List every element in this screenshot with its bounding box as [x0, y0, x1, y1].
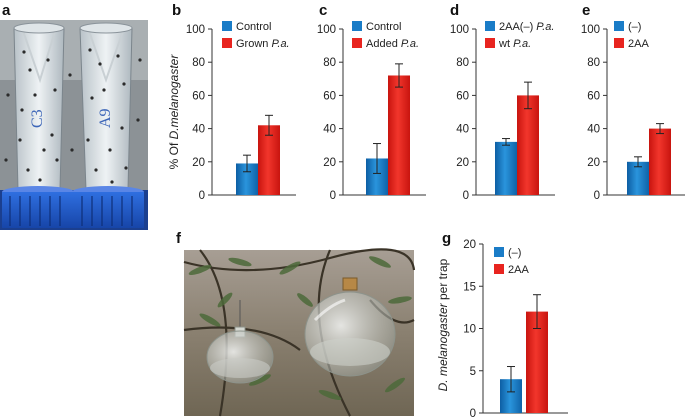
panel-label-b: b — [172, 2, 181, 19]
y-tick-label-c-0: 0 — [330, 190, 336, 202]
chart-d: 0 20 40 60 80 100 2AA(–) P.a. wt P.a. — [450, 21, 555, 202]
legend-label-d-0: 2AA(–) P.a. — [499, 21, 554, 33]
y-tick-label-c-5: 100 — [317, 24, 336, 36]
y-tick-label-g-0: 0 — [470, 408, 476, 419]
y-tick-label-c-1: 20 — [323, 157, 336, 169]
y-tick-label-e-5: 100 — [581, 24, 600, 36]
svg-text:A9: A9 — [97, 108, 114, 128]
bar-c-1 — [388, 75, 410, 195]
legend-swatch-g-1 — [494, 264, 504, 274]
legend-swatch-b-0 — [222, 21, 232, 31]
panel-label-e: e — [582, 2, 590, 19]
legend-label-e-0: (–) — [628, 21, 641, 33]
flies — [4, 48, 142, 184]
y-tick-label-d-2: 40 — [456, 124, 469, 136]
y-tick-label-e-1: 20 — [587, 157, 600, 169]
chart-c: 0 20 40 60 80 100 Control Added P.a. — [317, 21, 426, 202]
legend-swatch-g-0 — [494, 247, 504, 257]
bar-d-0 — [495, 141, 517, 195]
y-axis-title-b: % Of D.melanogaster — [167, 54, 181, 170]
panel-label-c: c — [319, 2, 327, 19]
legend-swatch-d-1 — [485, 38, 495, 48]
legend-label-d-1: wt P.a. — [498, 38, 531, 50]
bar-g-1 — [526, 311, 548, 413]
y-tick-label-e-0: 0 — [594, 190, 600, 202]
legend-label-c-1: Added P.a. — [366, 38, 419, 50]
legend-swatch-e-0 — [614, 21, 624, 31]
svg-text:C3: C3 — [29, 109, 46, 128]
legend-swatch-c-1 — [352, 38, 362, 48]
legend-label-c-0: Control — [366, 21, 401, 33]
panel-label-d: d — [450, 2, 459, 19]
legend-label-e-1: 2AA — [628, 38, 649, 50]
y-tick-label-e-4: 80 — [587, 57, 600, 69]
legend-swatch-c-0 — [352, 21, 362, 31]
chart-b: 0 20 40 60 80 100 % Of D.melanogaster Control Gr… — [167, 21, 296, 202]
y-tick-label-c-4: 80 — [323, 57, 336, 69]
legend-label-b-1: Grown P.a. — [236, 38, 290, 50]
trap-tube-left: C3 — [13, 22, 65, 191]
legend-label-g-0: (–) — [508, 247, 521, 259]
y-tick-label-e-3: 60 — [587, 90, 600, 102]
y-tick-label-g-3: 15 — [463, 281, 476, 293]
photo-panel-f — [183, 248, 416, 417]
y-tick-label-b-5: 100 — [186, 24, 205, 36]
panel-label-g: g — [442, 230, 451, 247]
blue-caps — [0, 186, 148, 230]
legend-label-b-0: Control — [236, 21, 271, 33]
y-tick-label-c-2: 40 — [323, 124, 336, 136]
y-tick-label-d-4: 80 — [456, 57, 469, 69]
y-tick-label-b-0: 0 — [199, 190, 205, 202]
legend-swatch-e-1 — [614, 38, 624, 48]
y-tick-label-d-1: 20 — [456, 157, 469, 169]
y-tick-label-d-0: 0 — [463, 190, 469, 202]
chart-e: 0 20 40 60 80 100 (–) 2AA — [581, 21, 685, 202]
y-tick-label-g-1: 5 — [470, 366, 476, 378]
y-tick-label-e-2: 40 — [587, 124, 600, 136]
y-tick-label-d-5: 100 — [450, 24, 469, 36]
bottle-trap-large — [304, 277, 396, 377]
bar-e-0 — [627, 161, 649, 195]
olive-leaves — [188, 256, 412, 400]
bar-b-1 — [258, 125, 280, 195]
panel-label-f: f — [176, 230, 182, 247]
bar-g-0 — [500, 379, 522, 413]
y-tick-label-g-2: 10 — [463, 324, 476, 336]
panel-label-a: a — [2, 2, 11, 19]
bottle-trap-small — [206, 300, 274, 384]
bar-c-0 — [366, 158, 388, 195]
bar-b-0 — [236, 163, 258, 195]
photo-panel-a: C3 A9 — [0, 20, 148, 230]
bar-d-1 — [517, 95, 539, 195]
trap-tube-right: A9 — [79, 22, 133, 191]
legend-label-g-1: 2AA — [508, 264, 529, 276]
y-tick-label-d-3: 60 — [456, 90, 469, 102]
chart-g: 0 5 10 15 20 D. melanogaster per trap (–) 2AA — [436, 239, 568, 419]
y-tick-label-b-1: 20 — [192, 157, 205, 169]
y-tick-label-b-2: 40 — [192, 124, 205, 136]
y-tick-label-b-4: 80 — [192, 57, 205, 69]
y-axis-title-g: D. melanogaster per trap — [436, 258, 450, 391]
legend-swatch-d-0 — [485, 21, 495, 31]
y-tick-label-b-3: 60 — [192, 90, 205, 102]
bar-e-1 — [649, 128, 671, 195]
legend-swatch-b-1 — [222, 38, 232, 48]
y-tick-label-g-4: 20 — [463, 239, 476, 251]
y-tick-label-c-3: 60 — [323, 90, 336, 102]
